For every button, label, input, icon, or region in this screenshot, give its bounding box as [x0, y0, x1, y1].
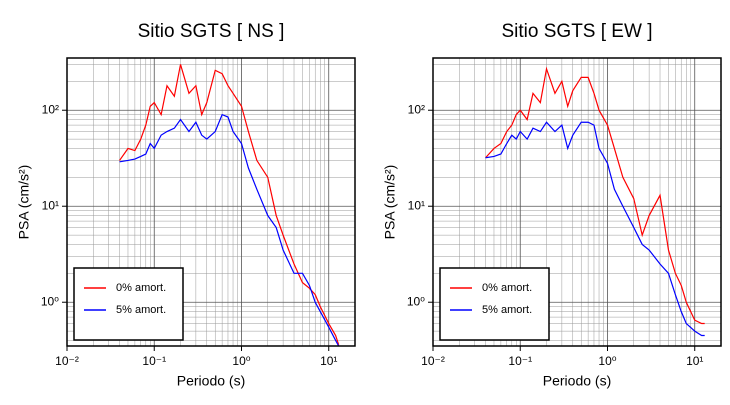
x-axis-label: Periodo (s)	[177, 373, 245, 389]
y-tick-label: 10¹	[42, 198, 59, 212]
panel: Sitio SGTS [ NS ] Periodo (s) PSA (cm/s²) 1…	[16, 21, 356, 389]
y-axis-label: PSA (cm/s²)	[16, 165, 32, 240]
y-axis-label: PSA (cm/s²)	[382, 165, 398, 240]
chart-title: Sitio SGTS [ NS ]	[138, 21, 285, 42]
x-tick-label: 10⁻²	[421, 354, 445, 368]
y-tick-label: 10¹	[408, 198, 425, 212]
x-tick-label: 10¹	[686, 354, 703, 368]
legend-label: 5% amort.	[116, 304, 166, 316]
x-tick-label: 10⁻²	[55, 354, 79, 368]
legend-label: 0% amort.	[482, 282, 532, 294]
legend-label: 0% amort.	[116, 282, 166, 294]
legend-box	[439, 267, 550, 341]
series-line	[119, 113, 340, 346]
lines	[119, 64, 340, 346]
x-tick-label: 10⁻¹	[142, 354, 166, 368]
series-line	[119, 64, 340, 346]
chart-title: Sitio SGTS [ EW ]	[502, 21, 653, 42]
y-tick-label: 10⁰	[407, 294, 425, 308]
x-tick-label: 10⁻¹	[508, 354, 532, 368]
legend-box	[73, 267, 184, 341]
series-line	[485, 121, 705, 337]
plot-frame	[432, 57, 722, 347]
x-tick-label: 10¹	[320, 354, 337, 368]
y-tick-label: 10²	[408, 102, 425, 116]
y-tick-label: 10⁰	[41, 294, 59, 308]
legend-label: 5% amort.	[482, 304, 532, 316]
series-line	[485, 66, 705, 325]
y-tick-label: 10²	[42, 102, 59, 116]
x-tick-label: 10⁰	[232, 354, 250, 368]
x-tick-label: 10⁰	[598, 354, 616, 368]
plot-frame	[66, 57, 356, 347]
x-axis-label: Periodo (s)	[543, 373, 611, 389]
panel: Sitio SGTS [ EW ] Periodo (s) PSA (cm/s²) 1…	[382, 21, 722, 389]
lines	[485, 66, 705, 337]
